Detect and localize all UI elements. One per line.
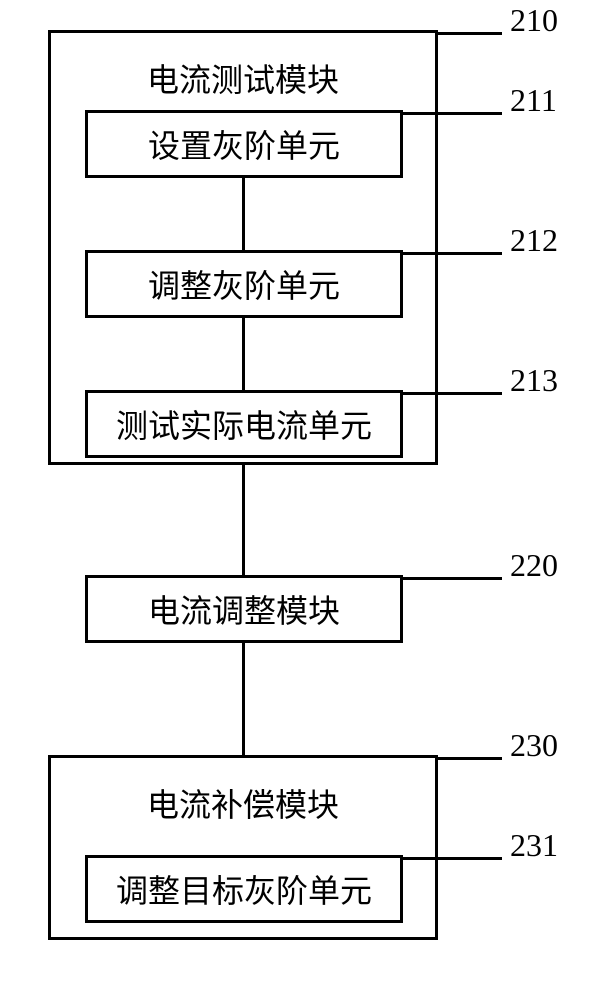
box-220-label: 电流调整模块	[148, 586, 340, 632]
box-220: 电流调整模块	[85, 575, 403, 643]
connector-211-212	[242, 178, 245, 250]
module-230-title: 电流补偿模块	[51, 780, 435, 826]
leader-212	[403, 252, 502, 255]
label-230: 230	[510, 727, 558, 764]
leader-220	[403, 577, 502, 580]
diagram-canvas: 电流测试模块 设置灰阶单元 调整灰阶单元 测试实际电流单元 电流调整模块 电流补…	[0, 0, 608, 1000]
unit-211-label: 设置灰阶单元	[148, 121, 340, 167]
leader-230	[438, 757, 502, 760]
leader-211	[403, 112, 502, 115]
connector-212-213	[242, 318, 245, 390]
unit-231: 调整目标灰阶单元	[85, 855, 403, 923]
leader-231	[403, 857, 502, 860]
unit-231-label: 调整目标灰阶单元	[116, 866, 372, 912]
label-213: 213	[510, 362, 558, 399]
label-211: 211	[510, 82, 557, 119]
unit-212: 调整灰阶单元	[85, 250, 403, 318]
unit-213: 测试实际电流单元	[85, 390, 403, 458]
label-212: 212	[510, 222, 558, 259]
label-231: 231	[510, 827, 558, 864]
connector-220-230	[242, 643, 245, 755]
unit-211: 设置灰阶单元	[85, 110, 403, 178]
connector-210-220	[242, 465, 245, 575]
leader-210	[438, 32, 502, 35]
unit-212-label: 调整灰阶单元	[148, 261, 340, 307]
leader-213	[403, 392, 502, 395]
unit-213-label: 测试实际电流单元	[116, 401, 372, 447]
label-210: 210	[510, 2, 558, 39]
label-220: 220	[510, 547, 558, 584]
module-210-title: 电流测试模块	[51, 55, 435, 101]
